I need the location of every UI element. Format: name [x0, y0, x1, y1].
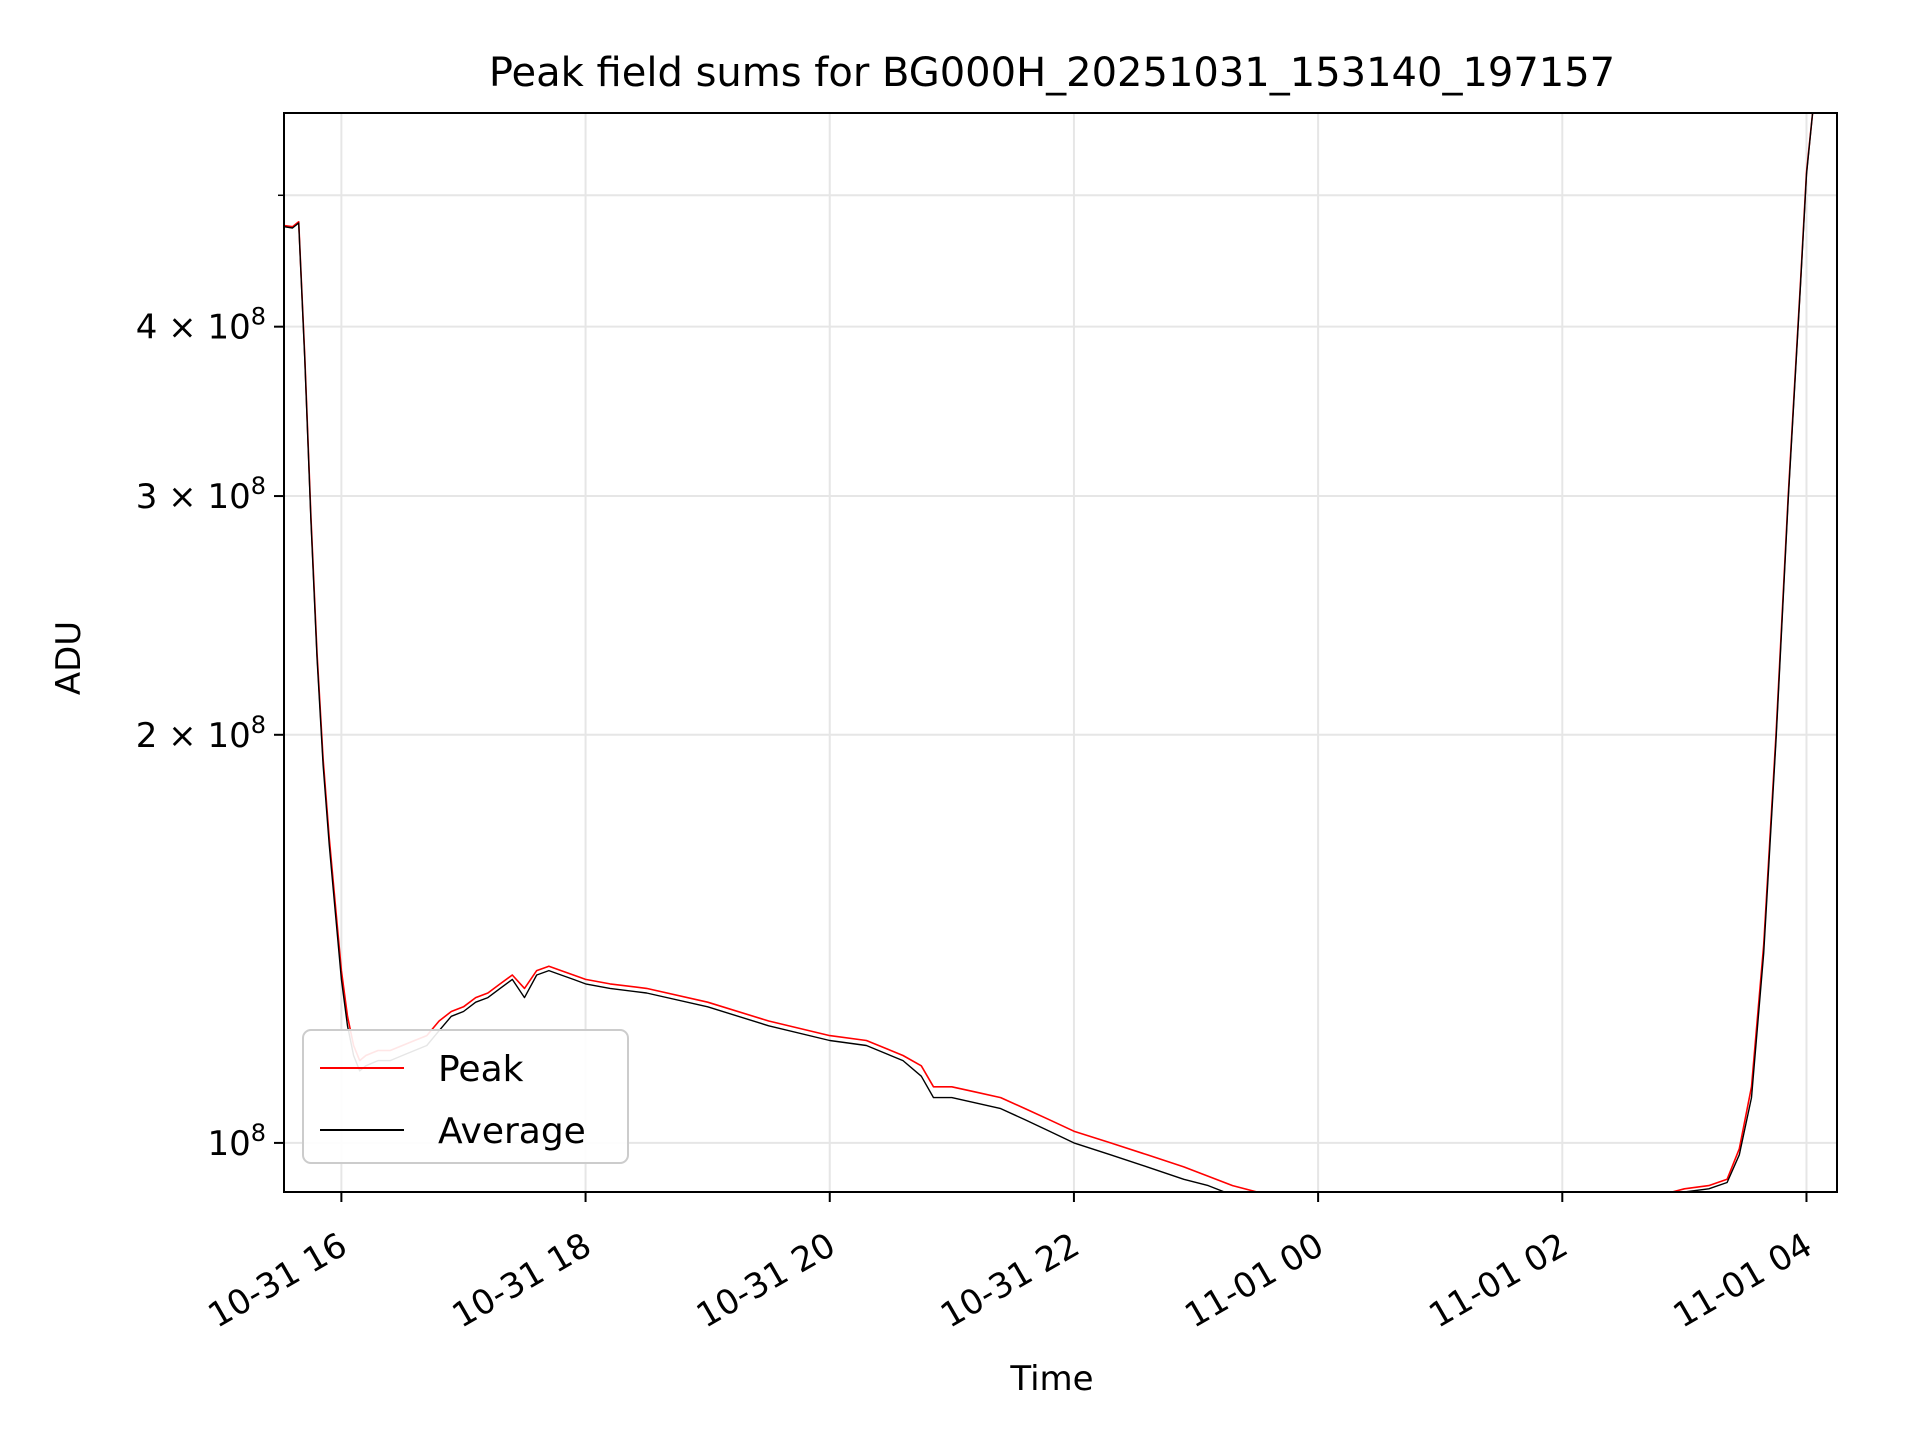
legend-label-peak: Peak	[438, 1049, 524, 1090]
y-tick-label: 3 × 108	[136, 472, 266, 517]
x-axis-label: Time	[1009, 1359, 1093, 1399]
legend-label-average: Average	[438, 1111, 586, 1152]
chart-title: Peak field sums for BG000H_20251031_1531…	[489, 50, 1615, 96]
plot-frame	[283, 112, 1838, 1193]
y-tick-label: 2 × 108	[136, 711, 266, 756]
legend: Peak Average	[302, 1029, 629, 1164]
y-tick-label: 108	[207, 1119, 266, 1164]
grid-lines	[284, 113, 1837, 1192]
y-tick-label: 4 × 108	[136, 303, 266, 348]
y-axis-label: ADU	[49, 621, 89, 695]
